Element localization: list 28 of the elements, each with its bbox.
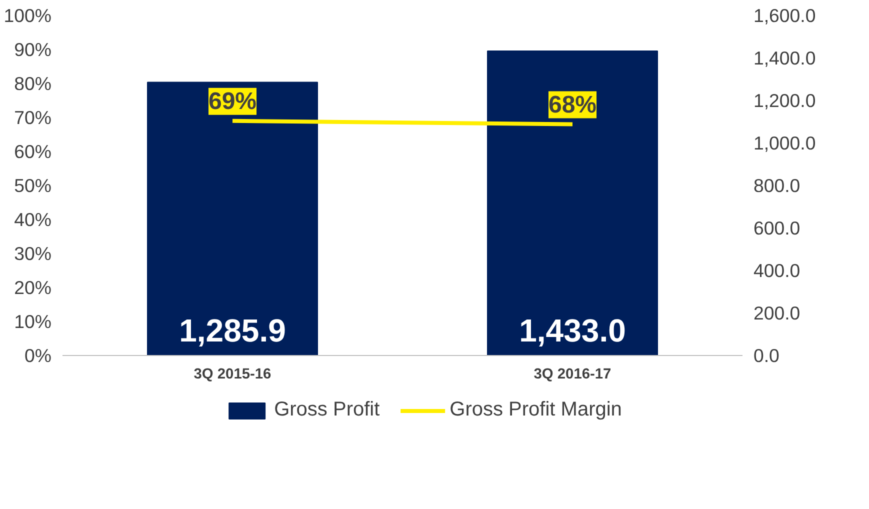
legend-label: Gross Profit Margin xyxy=(450,398,622,422)
legend-label: Gross Profit xyxy=(274,398,380,422)
y2-tick-label: 1,000.0 xyxy=(754,132,816,154)
y-tick-label: 90% xyxy=(14,39,52,60)
data-label: 68% xyxy=(548,91,597,118)
y2-tick-label: 1,200.0 xyxy=(754,90,816,111)
data-label: 1,285.9 xyxy=(179,312,286,348)
data-label: 69% xyxy=(208,88,257,115)
y-tick-label: 70% xyxy=(14,107,52,128)
y-tick-label: 60% xyxy=(14,141,52,162)
data-label: 1,433.0 xyxy=(519,312,626,348)
y2-tick-label: 1,400.0 xyxy=(754,48,816,68)
y-tick-label: 30% xyxy=(14,243,52,264)
y2-tick-label: 400.0 xyxy=(754,260,800,281)
y2-tick-label: 200.0 xyxy=(754,302,800,324)
y-tick-label: 40% xyxy=(14,209,52,230)
y-tick-label: 100% xyxy=(4,5,52,26)
y2-tick-label: 1,600.0 xyxy=(754,5,816,26)
y-tick-label: 20% xyxy=(14,277,52,298)
y-tick-label: 10% xyxy=(14,311,52,332)
y-tick-label: 50% xyxy=(14,175,52,196)
y2-tick-label: 800.0 xyxy=(754,175,800,196)
x-tick-label: 3Q 2015-16 xyxy=(194,366,272,382)
y2-tick-label: 600.0 xyxy=(754,218,800,238)
y-tick-label: 80% xyxy=(14,73,52,94)
y-tick-label: 0% xyxy=(24,345,52,366)
x-tick-label: 3Q 2016-17 xyxy=(534,366,612,382)
y2-tick-label: 0.0 xyxy=(754,345,780,366)
